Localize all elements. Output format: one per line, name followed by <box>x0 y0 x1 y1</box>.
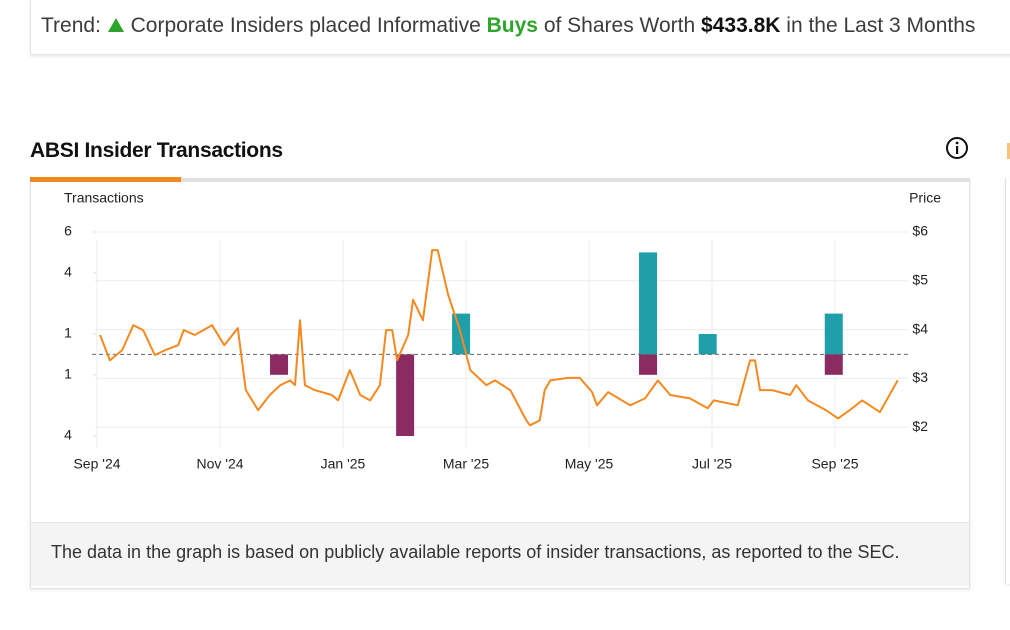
footnote-box: The data in the graph is based on public… <box>31 522 969 586</box>
chart-card <box>30 178 970 589</box>
transaction-bar <box>270 354 289 375</box>
trend-amount: $433.8K <box>701 14 781 37</box>
info-icon[interactable] <box>945 136 969 160</box>
y2-tick-label: $3 <box>912 369 928 385</box>
y-tick-label: 6 <box>64 223 72 239</box>
price-line <box>99 249 899 427</box>
trend-text-after: in the Last 3 Months <box>786 14 976 37</box>
trend-text-before: Corporate Insiders placed Informative <box>130 14 481 37</box>
transaction-bar <box>824 354 843 375</box>
section-title: ABSI Insider Transactions <box>30 139 283 162</box>
chart: Transactions Price Sep '24 Nov '24 Jan '25… <box>64 190 941 472</box>
trend-label: Trend: <box>41 14 101 37</box>
x-tick-label: May '25 <box>565 456 614 472</box>
y2-tick-label: $4 <box>912 320 928 336</box>
y2-axis-title: Price <box>909 190 941 206</box>
transaction-bar <box>824 313 843 355</box>
x-tick-label: Sep '25 <box>811 456 858 472</box>
footnote: The data in the graph is based on public… <box>51 542 900 562</box>
transaction-bar <box>639 354 658 375</box>
transaction-bar <box>639 252 658 355</box>
side-accent <box>1007 143 1010 159</box>
y2-tick-label: $2 <box>912 418 928 434</box>
x-tick-label: Mar '25 <box>443 456 489 472</box>
transaction-bar <box>698 334 717 355</box>
x-tick-label: Sep '24 <box>73 456 120 472</box>
y2-tick-label: $5 <box>912 272 928 288</box>
x-tick-label: Jan '25 <box>321 456 366 472</box>
card-accent <box>30 177 181 182</box>
y-axis-title: Transactions <box>64 190 144 206</box>
x-tick-label: Jul '25 <box>692 456 732 472</box>
trend-banner: Trend: Corporate Insiders placed Informa… <box>30 0 1010 55</box>
y-tick-label: 4 <box>64 264 72 280</box>
trend-action: Buys <box>486 14 538 37</box>
trend-text-middle: of Shares Worth <box>543 14 696 37</box>
y-tick-label: 1 <box>64 325 72 341</box>
transaction-bar <box>396 354 415 436</box>
y2-tick-label: $6 <box>912 223 928 239</box>
y-tick-label: 4 <box>64 427 72 443</box>
x-tick-label: Nov '24 <box>196 456 243 472</box>
y-tick-label: 1 <box>64 366 72 382</box>
trend-text: Trend: Corporate Insiders placed Informa… <box>41 14 975 38</box>
side-card <box>1005 178 1010 584</box>
up-arrow-icon <box>107 18 124 32</box>
